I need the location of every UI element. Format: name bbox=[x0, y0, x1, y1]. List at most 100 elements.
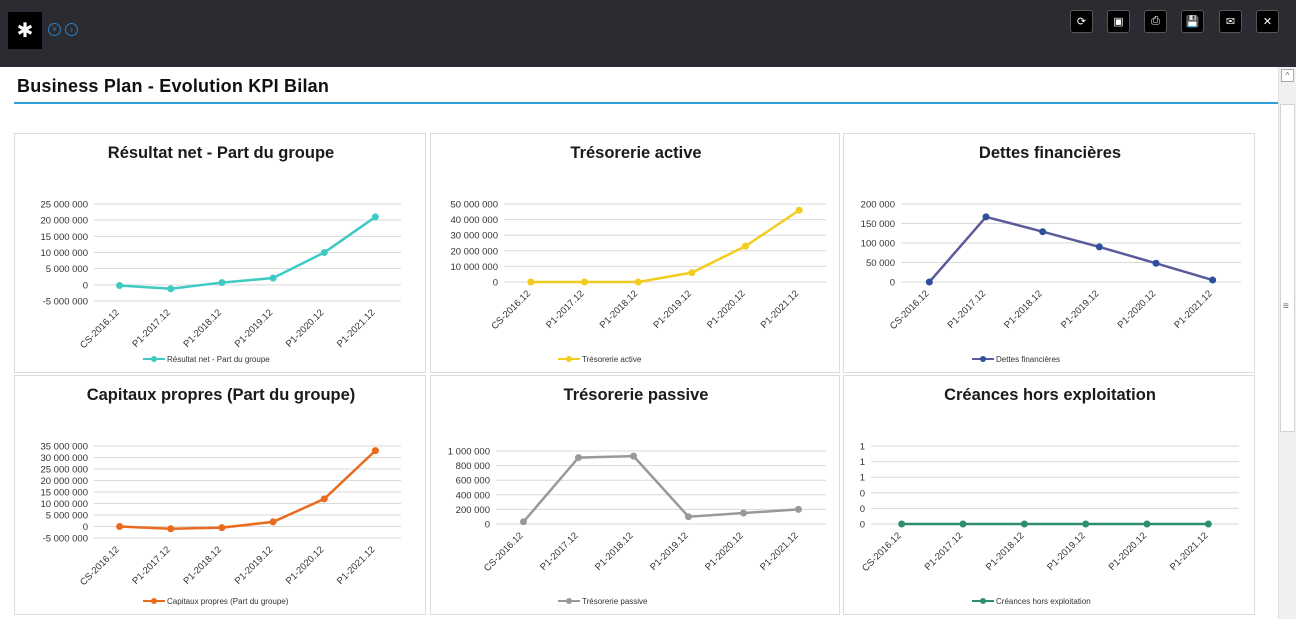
data-point bbox=[1095, 243, 1103, 251]
x-tick-label: CS-2016.12 bbox=[860, 530, 904, 574]
x-tick-label: CS-2016.12 bbox=[888, 288, 932, 332]
print-button[interactable]: ⎙ bbox=[1144, 10, 1167, 33]
data-point bbox=[1209, 276, 1217, 284]
data-point bbox=[269, 518, 277, 526]
x-tick-label: P1-2019.12 bbox=[1059, 288, 1102, 331]
y-tick-label: 15 000 000 bbox=[40, 232, 88, 243]
legend-label: Dettes financières bbox=[996, 355, 1060, 364]
x-tick-label: P1-2018.12 bbox=[598, 288, 641, 331]
data-point bbox=[371, 213, 379, 221]
data-point bbox=[795, 206, 803, 214]
series-line bbox=[119, 215, 377, 290]
data-point bbox=[116, 281, 124, 289]
legend-marker bbox=[566, 598, 572, 604]
x-tick-label: P1-2018.12 bbox=[1002, 288, 1045, 331]
y-tick-label: 0 bbox=[890, 278, 895, 289]
y-tick-label: 0 bbox=[83, 522, 88, 533]
mail-icon: ✉ bbox=[1225, 16, 1236, 28]
data-point bbox=[685, 513, 692, 521]
y-tick-label: 10 000 000 bbox=[40, 248, 88, 259]
legend-marker bbox=[151, 598, 157, 604]
data-point bbox=[959, 520, 967, 528]
chevron-right-icon[interactable]: › bbox=[65, 23, 78, 36]
y-tick-label: 0 bbox=[83, 280, 88, 291]
close-button[interactable]: ✕ bbox=[1256, 10, 1279, 33]
x-tick-label: P1-2017.12 bbox=[544, 288, 587, 331]
y-tick-label: 30 000 000 bbox=[40, 453, 88, 464]
series-line bbox=[530, 209, 800, 284]
x-tick-label: P1-2017.12 bbox=[130, 307, 173, 350]
save-icon: 💾 bbox=[1185, 16, 1200, 28]
x-tick-label: P1-2021.12 bbox=[759, 288, 802, 331]
data-point bbox=[795, 505, 802, 513]
chart-svg: Résultat net - Part du groupe -5 000 000 0… bbox=[40, 144, 401, 364]
y-tick-label: 40 000 000 bbox=[450, 215, 498, 226]
legend-label: Résultat net - Part du groupe bbox=[167, 355, 270, 364]
chart-svg: Trésorerie active 0 10 000 000 20 000 000 30… bbox=[450, 144, 826, 364]
x-tick-label: P1-2018.12 bbox=[182, 544, 225, 587]
x-tick-label: P1-2017.12 bbox=[538, 530, 581, 573]
chart-panel: Dettes financières 0 50 000 100 000 150 000 2… bbox=[843, 133, 1255, 373]
y-tick-label: 1 bbox=[860, 442, 865, 453]
y-tick-label: 200 000 bbox=[456, 505, 490, 516]
x-tick-label: P1-2020.12 bbox=[284, 544, 327, 587]
x-tick-label: P1-2020.12 bbox=[705, 288, 748, 331]
x-tick-label: P1-2019.12 bbox=[233, 307, 276, 350]
data-point bbox=[218, 279, 226, 287]
y-tick-label: 0 bbox=[485, 520, 490, 531]
y-tick-label: 25 000 000 bbox=[40, 465, 88, 476]
y-tick-label: 50 000 bbox=[866, 258, 895, 269]
y-tick-label: 20 000 000 bbox=[450, 246, 498, 257]
grip-icon: ≡ bbox=[1283, 301, 1289, 312]
page-title: Business Plan - Evolution KPI Bilan bbox=[17, 76, 330, 96]
data-point bbox=[630, 452, 637, 460]
refresh-icon: ⟳ bbox=[1076, 16, 1087, 28]
y-tick-label: 0 bbox=[493, 278, 498, 289]
chart-title: Dettes financières bbox=[979, 144, 1121, 162]
data-point bbox=[925, 278, 933, 286]
scroll-up-icon[interactable]: ^ bbox=[1281, 69, 1294, 82]
y-tick-label: 20 000 000 bbox=[40, 476, 88, 487]
legend-label: Capitaux propres (Part du groupe) bbox=[167, 597, 289, 606]
y-tick-label: -5 000 000 bbox=[43, 297, 88, 308]
gear-icon: ✱ bbox=[16, 20, 34, 42]
export-button[interactable]: ▣ bbox=[1107, 10, 1130, 33]
data-point bbox=[1143, 520, 1151, 528]
settings-button[interactable]: ✱ bbox=[8, 12, 42, 49]
y-tick-label: 200 000 bbox=[861, 200, 895, 211]
x-tick-label: P1-2021.12 bbox=[1172, 288, 1215, 331]
vertical-scrollbar[interactable]: ^ ≡ bbox=[1278, 67, 1296, 619]
export-file-icon: ▣ bbox=[1113, 16, 1124, 28]
y-tick-label: 30 000 000 bbox=[450, 231, 498, 242]
x-tick-label: P1-2018.12 bbox=[182, 307, 225, 350]
series-line bbox=[522, 454, 799, 523]
data-point bbox=[269, 274, 277, 282]
y-tick-label: 15 000 000 bbox=[40, 488, 88, 499]
chart-title: Capitaux propres (Part du groupe) bbox=[87, 386, 356, 404]
chevron-down-icon[interactable]: ˅ bbox=[48, 23, 61, 36]
chart-title: Créances hors exploitation bbox=[944, 386, 1156, 404]
x-tick-label: P1-2019.12 bbox=[233, 544, 276, 587]
chart-svg: Dettes financières 0 50 000 100 000 150 000 2… bbox=[861, 144, 1241, 364]
top-toolbar: ✱ ˅ › ⟳ ▣ ⎙ 💾 ✉ ✕ bbox=[0, 0, 1296, 67]
legend-label: Trésorerie passive bbox=[582, 597, 648, 606]
x-tick-label: P1-2020.12 bbox=[284, 307, 327, 350]
save-button[interactable]: 💾 bbox=[1181, 10, 1204, 33]
data-point bbox=[320, 495, 328, 503]
x-tick-label: CS-2016.12 bbox=[482, 530, 526, 574]
data-point bbox=[167, 285, 175, 293]
x-tick-label: P1-2019.12 bbox=[1045, 530, 1088, 573]
scrollbar-thumb[interactable]: ≡ bbox=[1280, 104, 1295, 432]
legend-marker bbox=[980, 598, 986, 604]
y-tick-label: 0 bbox=[860, 488, 865, 499]
legend-marker bbox=[980, 356, 986, 362]
data-point bbox=[898, 520, 906, 528]
y-tick-label: 0 bbox=[860, 504, 865, 515]
x-tick-label: P1-2020.12 bbox=[1107, 530, 1150, 573]
y-tick-label: 50 000 000 bbox=[450, 200, 498, 211]
x-tick-label: P1-2018.12 bbox=[984, 530, 1027, 573]
y-tick-label: 5 000 000 bbox=[46, 264, 88, 275]
mail-button[interactable]: ✉ bbox=[1219, 10, 1242, 33]
x-tick-label: P1-2020.12 bbox=[703, 530, 746, 573]
refresh-button[interactable]: ⟳ bbox=[1070, 10, 1093, 33]
